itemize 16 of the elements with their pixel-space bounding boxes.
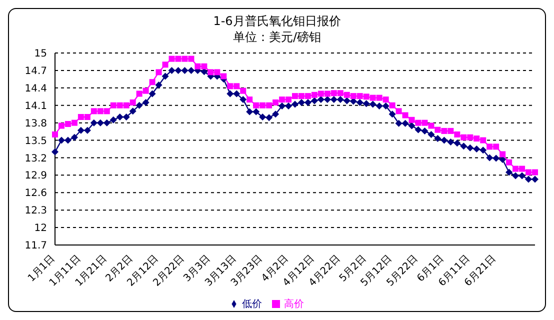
- y-tick-label: 12.3: [24, 206, 47, 217]
- y-tick-label: 13.2: [24, 153, 47, 164]
- chart-subtitle: 单位：美元/磅钼: [232, 29, 322, 45]
- y-tick-label: 11.7: [24, 240, 47, 252]
- y-tick-label: 12: [34, 223, 47, 234]
- y-tick-label: 14.7: [24, 66, 47, 78]
- y-tick-label: 12.9: [24, 170, 47, 182]
- legend-label: 低价: [242, 299, 262, 310]
- legend-label: 高价: [284, 299, 304, 310]
- y-tick-label: 15: [34, 48, 47, 60]
- chart-title: 1-6月普氏氧化钼日报价: [212, 13, 342, 29]
- y-tick-label: 13.5: [24, 136, 47, 147]
- y-tick-label: 13.8: [24, 118, 47, 130]
- y-tick-label: 12.6: [24, 188, 47, 200]
- y-tick-label: 14.1: [24, 100, 47, 112]
- y-tick-label: 14.4: [24, 83, 47, 94]
